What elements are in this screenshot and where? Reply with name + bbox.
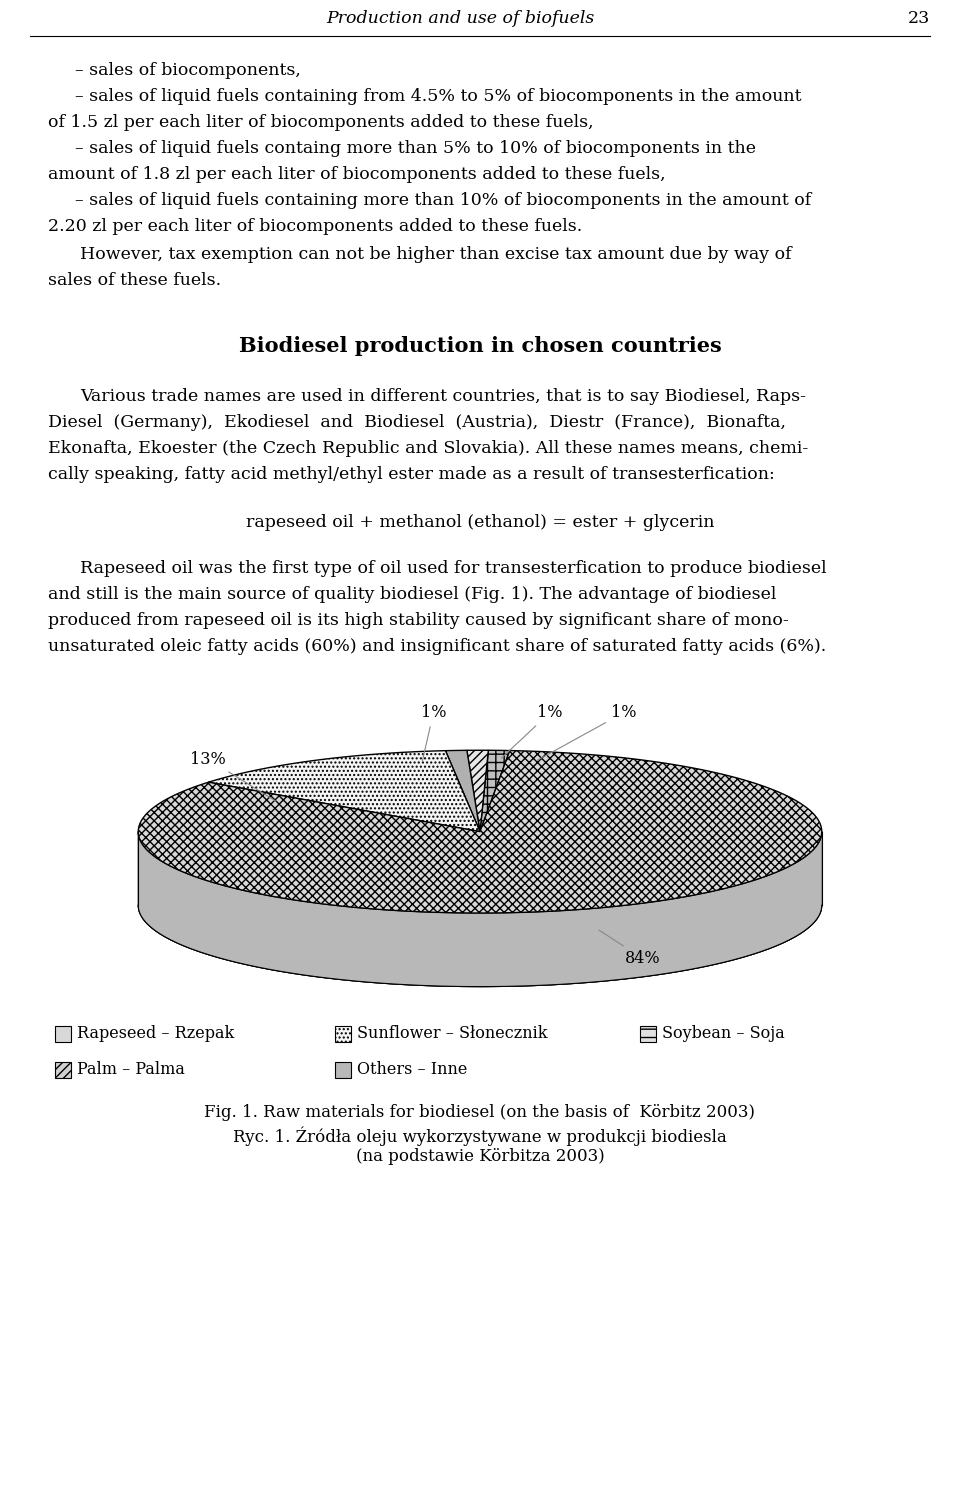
- Polygon shape: [445, 750, 480, 831]
- Text: Palm – Palma: Palm – Palma: [77, 1062, 185, 1078]
- Text: Production and use of biofuels: Production and use of biofuels: [325, 9, 594, 27]
- Text: (na podstawie Körbitza 2003): (na podstawie Körbitza 2003): [355, 1148, 605, 1166]
- Polygon shape: [480, 750, 510, 831]
- Bar: [640, 1026, 656, 1042]
- Text: – sales of liquid fuels containing more than 10% of biocomponents in the amount : – sales of liquid fuels containing more …: [75, 191, 811, 209]
- Bar: [55, 1062, 71, 1078]
- Text: Various trade names are used in different countries, that is to say Biodiesel, R: Various trade names are used in differen…: [80, 389, 806, 405]
- Text: rapeseed oil + methanol (ethanol) = ester + glycerin: rapeseed oil + methanol (ethanol) = este…: [246, 514, 714, 532]
- Bar: [55, 1026, 71, 1042]
- Text: Biodiesel production in chosen countries: Biodiesel production in chosen countries: [239, 336, 721, 355]
- Text: 1%: 1%: [537, 705, 636, 761]
- Text: – sales of liquid fuels containing from 4.5% to 5% of biocomponents in the amoun: – sales of liquid fuels containing from …: [75, 87, 802, 105]
- Text: However, tax exemption can not be higher than excise tax amount due by way of: However, tax exemption can not be higher…: [80, 245, 792, 264]
- Text: Others – Inne: Others – Inne: [357, 1062, 468, 1078]
- Polygon shape: [467, 750, 489, 831]
- Text: 1%: 1%: [501, 705, 563, 758]
- Polygon shape: [138, 831, 822, 986]
- Text: 23: 23: [908, 9, 930, 27]
- Text: amount of 1.8 zl per each liter of biocomponents added to these fuels,: amount of 1.8 zl per each liter of bioco…: [48, 166, 665, 184]
- Text: 84%: 84%: [599, 931, 660, 967]
- Text: Diesel  (Germany),  Ekodiesel  and  Biodiesel  (Austria),  Diestr  (France),  Bi: Diesel (Germany), Ekodiesel and Biodiese…: [48, 414, 786, 431]
- Text: – sales of liquid fuels containg more than 5% to 10% of biocomponents in the: – sales of liquid fuels containg more th…: [75, 140, 756, 157]
- Text: Rapeseed – Rzepak: Rapeseed – Rzepak: [77, 1026, 234, 1042]
- Text: Rapeseed oil was the first type of oil used for transesterfication to produce bi: Rapeseed oil was the first type of oil u…: [80, 560, 827, 577]
- Polygon shape: [208, 750, 480, 831]
- Text: Sunflower – Słonecznik: Sunflower – Słonecznik: [357, 1026, 547, 1042]
- Text: – sales of biocomponents,: – sales of biocomponents,: [75, 62, 300, 78]
- Text: 2.20 zl per each liter of biocomponents added to these fuels.: 2.20 zl per each liter of biocomponents …: [48, 218, 583, 235]
- Polygon shape: [138, 905, 822, 986]
- Text: produced from rapeseed oil is its high stability caused by significant share of : produced from rapeseed oil is its high s…: [48, 611, 789, 630]
- Text: sales of these fuels.: sales of these fuels.: [48, 273, 221, 289]
- Text: unsaturated oleic fatty acids (60%) and insignificant share of saturated fatty a: unsaturated oleic fatty acids (60%) and …: [48, 639, 827, 655]
- Bar: [335, 1062, 351, 1078]
- Polygon shape: [138, 831, 822, 986]
- Text: 1%: 1%: [420, 705, 446, 761]
- Text: cally speaking, fatty acid methyl/ethyl ester made as a result of transesterfica: cally speaking, fatty acid methyl/ethyl …: [48, 465, 775, 483]
- Text: of 1.5 zl per each liter of biocomponents added to these fuels,: of 1.5 zl per each liter of biocomponent…: [48, 114, 593, 131]
- Text: Soybean – Soja: Soybean – Soja: [662, 1026, 784, 1042]
- Polygon shape: [138, 750, 822, 913]
- Text: 13%: 13%: [190, 750, 276, 801]
- Bar: [335, 1026, 351, 1042]
- Text: and still is the main source of quality biodiesel (Fig. 1). The advantage of bio: and still is the main source of quality …: [48, 586, 777, 602]
- Text: Fig. 1. Raw materials for biodiesel (on the basis of  Körbitz 2003): Fig. 1. Raw materials for biodiesel (on …: [204, 1104, 756, 1120]
- Text: Ekonafta, Ekoester (the Czech Republic and Slovakia). All these names means, che: Ekonafta, Ekoester (the Czech Republic a…: [48, 440, 808, 456]
- Text: Ryc. 1. Źródła oleju wykorzystywane w produkcji biodiesla: Ryc. 1. Źródła oleju wykorzystywane w pr…: [233, 1126, 727, 1146]
